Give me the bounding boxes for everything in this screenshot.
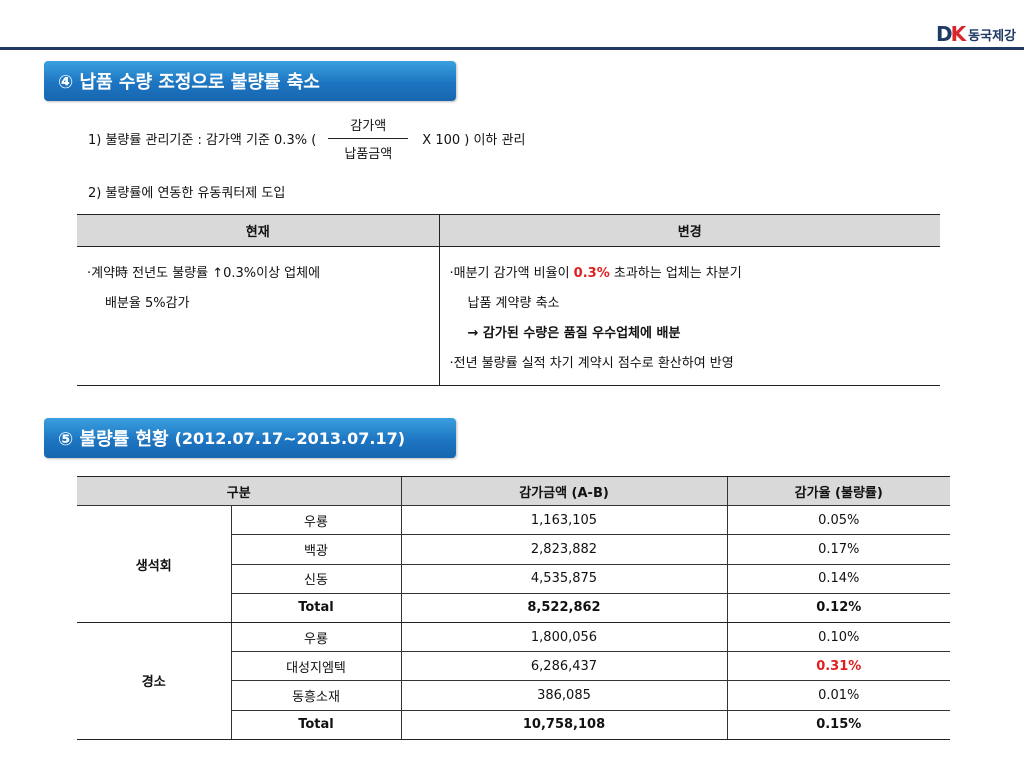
- header-rate: 감가율 (불량률): [726, 475, 950, 507]
- supplier-name: 동흥소재: [230, 680, 401, 711]
- table-row: 동흥소재 386,085 0.01%: [77, 680, 950, 711]
- rule-1-suffix: X 100 ) 이하 관리: [422, 132, 526, 148]
- amount-cell: 386,085: [400, 680, 727, 711]
- rate-cell: 0.14%: [726, 564, 950, 594]
- amount-cell: 4,535,875: [400, 564, 727, 594]
- amount-cell: 1,163,105: [400, 505, 727, 536]
- total-amount: 10,758,108: [400, 710, 727, 740]
- table-row-total: Total 8,522,862 0.12%: [77, 593, 950, 623]
- fraction: 감가액 납품금액: [328, 115, 409, 162]
- amount-cell: 2,823,882: [400, 534, 727, 565]
- logo-mark: DK: [936, 22, 966, 46]
- table-row: 백광 2,823,882 0.17%: [77, 534, 950, 565]
- rule-1-prefix: 1) 불량률 관리기준 : 감가액 기준 0.3% (: [88, 132, 317, 148]
- current-cell: ·계약時 전년도 불량률 ↑0.3%이상 업체에 배분율 5%감가: [77, 246, 439, 386]
- threshold-highlight: 0.3%: [573, 266, 610, 281]
- company-logo: DK 동국제강: [936, 22, 1016, 46]
- defect-status-table: 구분 감가금액 (A-B) 감가율 (불량률) 생석회 우룡 1,163,105…: [77, 475, 950, 740]
- header-current: 현재: [77, 214, 439, 247]
- table-row: 생석회 우룡 1,163,105 0.05%: [77, 505, 950, 623]
- supplier-name: 우룡: [230, 505, 401, 536]
- logo-text: 동국제강: [968, 28, 1016, 44]
- table-row: 대성지엠텍 6,286,437 0.31%: [77, 651, 950, 682]
- supplier-name: 우룡: [230, 622, 401, 653]
- rule-2: 2) 불량률에 연동한 유동쿼터제 도입: [88, 186, 286, 201]
- group-label: 경소: [77, 622, 231, 740]
- supplier-name: 신동: [230, 564, 401, 594]
- current-line-2: 배분율 5%감가: [105, 296, 190, 311]
- rate-cell: 0.01%: [726, 680, 950, 711]
- rate-cell-highlight: 0.31%: [726, 651, 950, 682]
- change-line-2: 납품 계약량 축소: [467, 296, 560, 311]
- amount-cell: 1,800,056: [400, 622, 727, 653]
- fraction-denominator: 납품금액: [328, 137, 409, 162]
- table-row: 신동 4,535,875 0.14%: [77, 564, 950, 594]
- rate-cell: 0.17%: [726, 534, 950, 565]
- change-line-3: → 감가된 수량은 품질 우수업체에 배분: [467, 326, 681, 341]
- rate-cell: 0.10%: [726, 622, 950, 653]
- compare-table: 현재 변경 ·계약時 전년도 불량률 ↑0.3%이상 업체에 배분율 5%감가 …: [77, 214, 940, 386]
- section-5-period: (2012.07.17~2013.07.17): [174, 428, 406, 448]
- fraction-numerator: 감가액: [350, 118, 387, 134]
- header-change: 변경: [438, 214, 940, 247]
- total-rate: 0.12%: [726, 593, 950, 623]
- supplier-name: 백광: [230, 534, 401, 565]
- table-row-total: Total 10,758,108 0.15%: [77, 710, 950, 740]
- section-5-title: ⑤ 불량률 현황 (2012.07.17~2013.07.17): [44, 418, 456, 458]
- header-divider: [0, 47, 1024, 50]
- total-amount: 8,522,862: [400, 593, 727, 623]
- total-label: Total: [230, 593, 401, 623]
- amount-cell: 6,286,437: [400, 651, 727, 682]
- table-row: 경소 우룡 1,800,056 0.10%: [77, 622, 950, 740]
- group-label: 생석회: [77, 505, 231, 623]
- current-line-1: ·계약時 전년도 불량률 ↑0.3%이상 업체에: [87, 266, 321, 281]
- supplier-name: 대성지엠텍: [230, 651, 401, 682]
- rate-cell: 0.05%: [726, 505, 950, 536]
- change-cell: ·매분기 감가액 비율이 0.3% 초과하는 업체는 차분기 납품 계약량 축소…: [438, 246, 940, 386]
- rule-1: 1) 불량률 관리기준 : 감가액 기준 0.3% ( 감가액 납품금액 X 1…: [88, 110, 525, 166]
- section-4-title: ④ 납품 수량 조정으로 불량률 축소: [44, 61, 456, 101]
- header-amount: 감가금액 (A-B): [400, 475, 727, 507]
- total-rate: 0.15%: [726, 710, 950, 740]
- total-label: Total: [230, 710, 401, 740]
- change-line-4: ·전년 불량률 실적 차기 계약시 점수로 환산하여 반영: [449, 356, 734, 371]
- header-category: 구분: [77, 475, 401, 507]
- change-line-1: ·매분기 감가액 비율이 0.3% 초과하는 업체는 차분기: [449, 266, 742, 281]
